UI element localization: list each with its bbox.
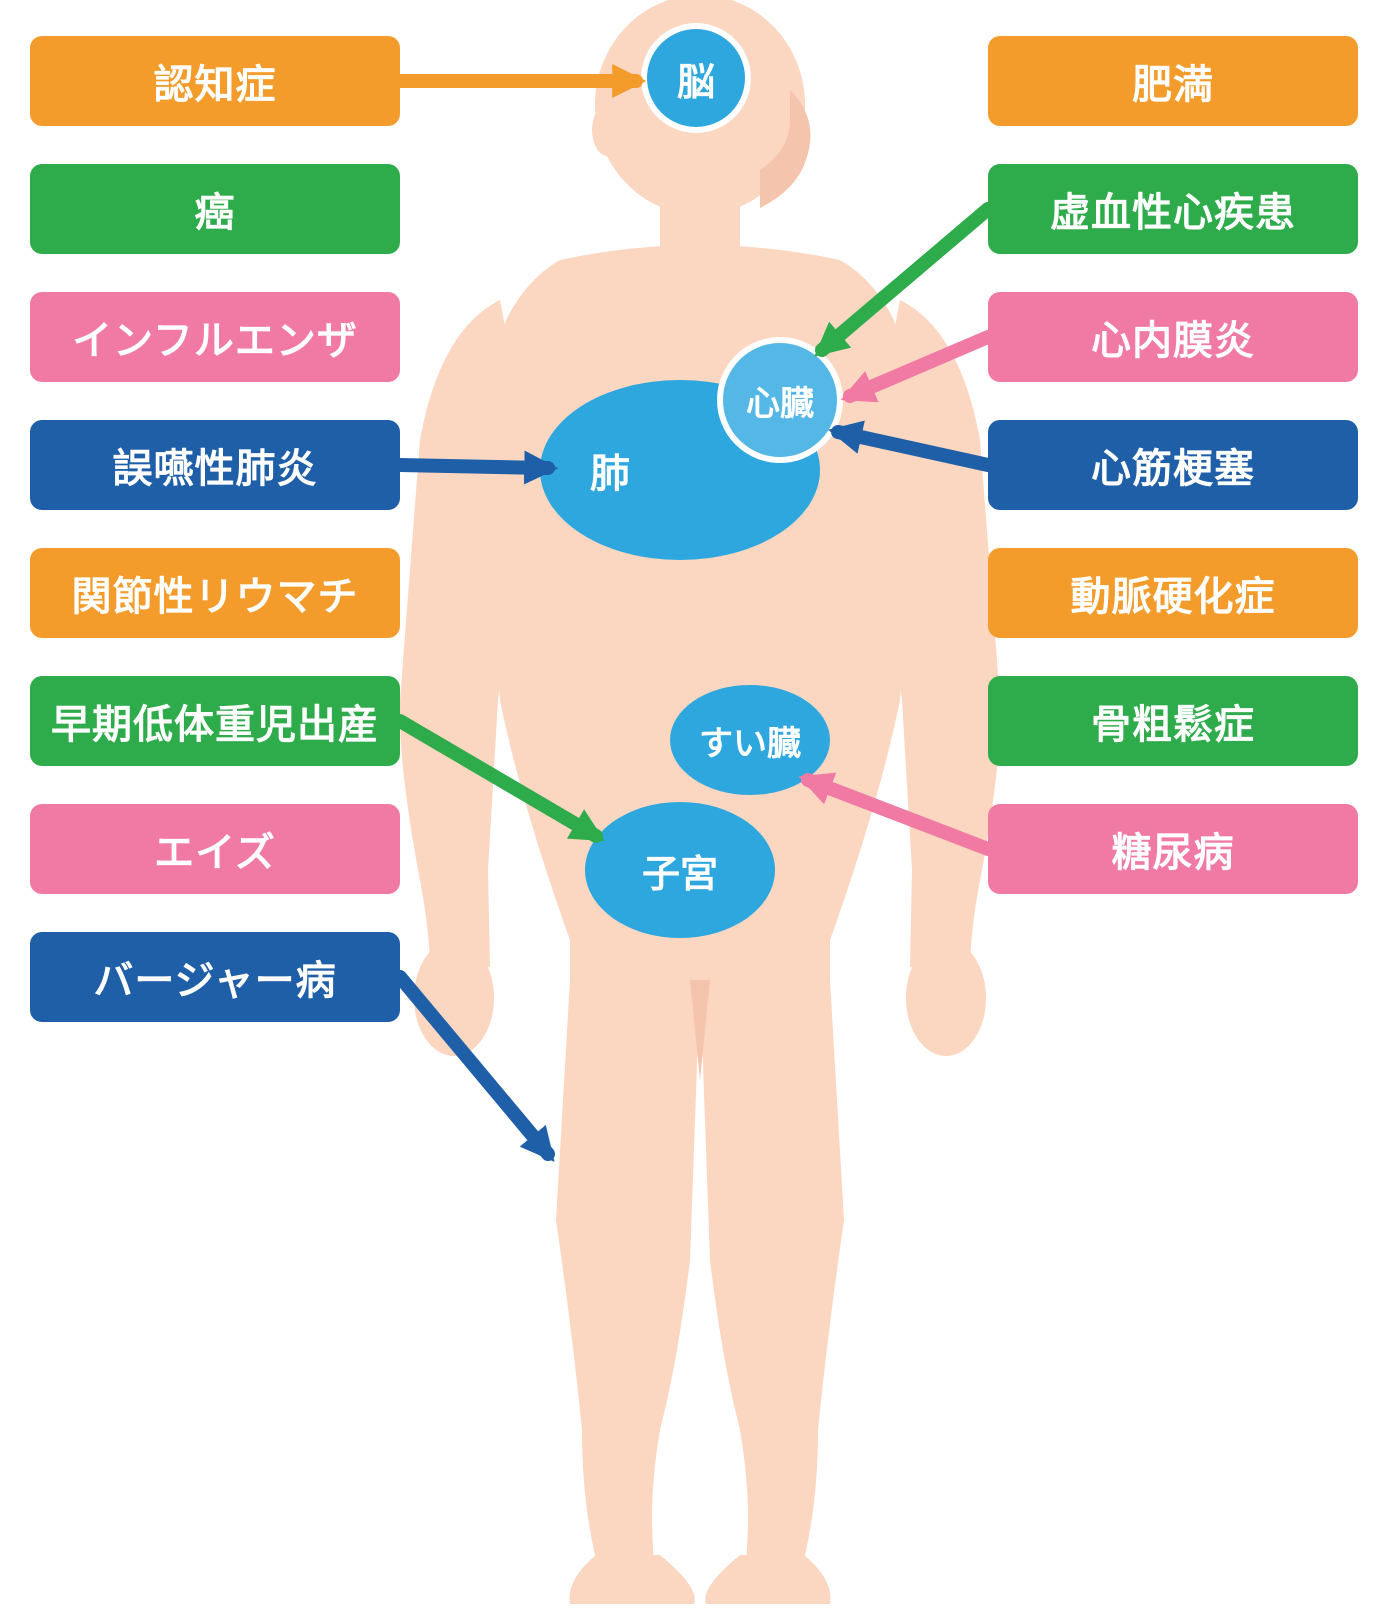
label-influenza: インフルエンザ bbox=[30, 292, 400, 382]
diagram-stage: 認知症癌インフルエンザ誤嚥性肺炎関節性リウマチ早期低体重児出産エイズバージャー病… bbox=[0, 0, 1388, 1616]
label-osteoporosis: 骨粗鬆症 bbox=[988, 676, 1358, 766]
label-premature: 早期低体重児出産 bbox=[30, 676, 400, 766]
label-ischemic-heart: 虚血性心疾患 bbox=[988, 164, 1358, 254]
label-dementia: 認知症 bbox=[30, 36, 400, 126]
arrow-asp-pneumonia bbox=[400, 465, 548, 468]
label-diabetes: 糖尿病 bbox=[988, 804, 1358, 894]
label-rheumatoid: 関節性リウマチ bbox=[30, 548, 400, 638]
label-aids: エイズ bbox=[30, 804, 400, 894]
label-endocarditis: 心内膜炎 bbox=[988, 292, 1358, 382]
organ-label-brain: 脳 bbox=[644, 26, 748, 130]
label-buerger: バージャー病 bbox=[30, 932, 400, 1022]
organ-label-heart: 心臓 bbox=[720, 340, 840, 460]
label-obesity: 肥満 bbox=[988, 36, 1358, 126]
label-arteriosclerosis: 動脈硬化症 bbox=[988, 548, 1358, 638]
label-mi: 心筋梗塞 bbox=[988, 420, 1358, 510]
label-asp-pneumonia: 誤嚥性肺炎 bbox=[30, 420, 400, 510]
organ-label-uterus: 子宮 bbox=[585, 802, 775, 938]
organ-label-pancreas: すい臓 bbox=[670, 685, 830, 795]
label-cancer: 癌 bbox=[30, 164, 400, 254]
